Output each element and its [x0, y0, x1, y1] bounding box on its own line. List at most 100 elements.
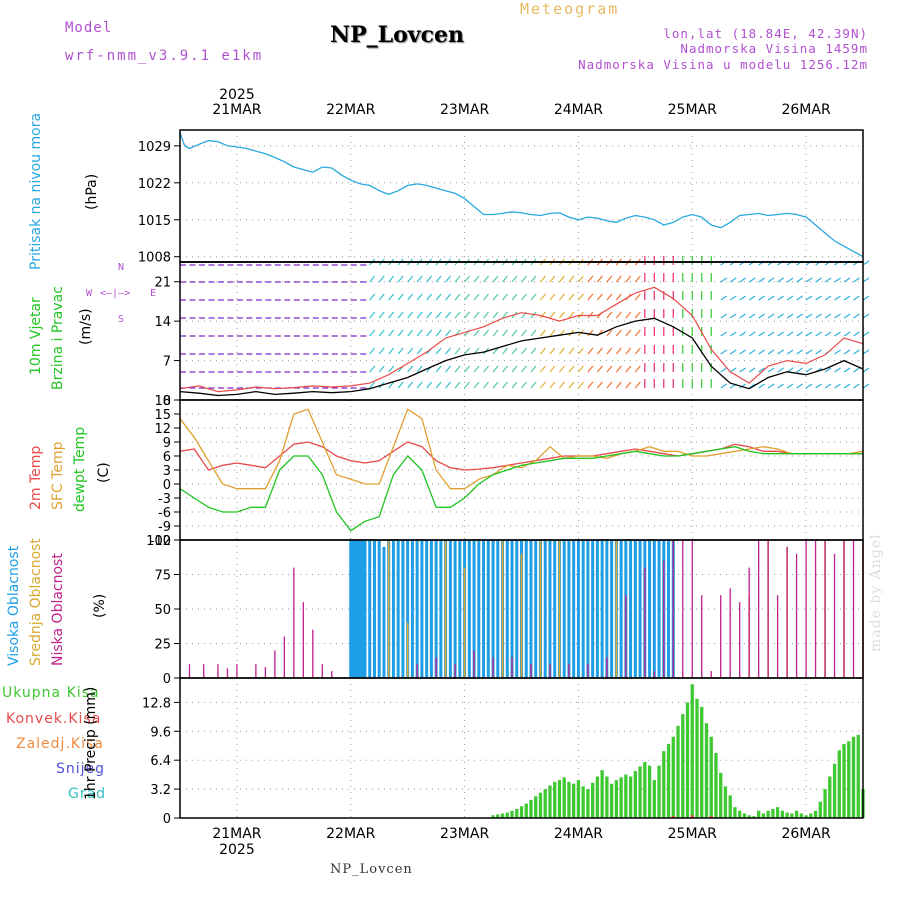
wind-arrow-549 [540, 381, 546, 389]
xtick-top-label-0: 21MAR [212, 102, 261, 118]
bar-3-0-36 [505, 540, 509, 678]
meteogram-label: Meteogram [520, 0, 620, 18]
wind-arrow-555 [596, 381, 603, 389]
wind-arrow-280 [758, 313, 765, 319]
bar-4-0-25 [609, 783, 614, 818]
wind-arrow-436 [853, 349, 860, 355]
bar-3-0-48 [562, 540, 566, 678]
wind-arrow-430 [796, 349, 803, 355]
bar-3-2-45 [824, 540, 826, 678]
wind-arrow-101 [445, 275, 452, 283]
wind-arrow-557 [615, 381, 622, 389]
ytick-label-2-2: -6 [158, 506, 171, 521]
ytick-label-1-0: 0 [163, 394, 171, 409]
bar-3-0-38 [515, 540, 519, 678]
wind-arrow-260 [568, 311, 575, 319]
wind-arrow-558 [625, 381, 632, 389]
bar-3-2-3 [226, 668, 229, 678]
bar-4-0-7 [524, 803, 528, 818]
bar-3-1-4 [444, 540, 447, 678]
bar-4-0-30 [633, 771, 637, 818]
bar-3-0-57 [605, 540, 609, 678]
wind-arrow-574 [777, 383, 784, 389]
bar-4-0-77 [856, 734, 860, 818]
wind-arrow-94 [378, 275, 385, 283]
bar-3-2-44 [814, 540, 817, 678]
bar-4-0-5 [515, 808, 519, 818]
wind-arrow-434 [834, 349, 841, 355]
wind-arrow-422 [720, 349, 728, 355]
precip-frz-legend: Zaledj.Kisa [16, 736, 104, 752]
wind-arrow-385 [369, 347, 376, 355]
bar-3-2-33 [710, 671, 712, 678]
wind-arrow-536 [416, 381, 423, 389]
wind-arrow-357 [796, 331, 803, 337]
wind-arrow-350 [729, 331, 737, 337]
wind-arrow-572 [758, 383, 765, 389]
bar-3-2-15 [435, 657, 437, 678]
series-line-1-1 [179, 286, 864, 393]
wind-arrow-240 [378, 311, 385, 319]
wind-arrow-466 [445, 365, 452, 373]
bar-4-0-75 [847, 741, 851, 818]
wind-arrow-388 [397, 347, 404, 355]
bar-4-0-35 [657, 765, 661, 818]
ytick-label-2-10: 18 [154, 394, 171, 409]
wind-arrow-313 [378, 329, 385, 337]
wind-arrow-426 [758, 349, 765, 355]
wind-arrow-413 [634, 347, 641, 355]
wind-arrow-112 [549, 275, 556, 283]
wind-arrow-335 [587, 329, 594, 337]
bar-4-0-71 [828, 776, 832, 818]
wind-arrow-328 [521, 329, 527, 337]
wind-arrow-97 [407, 275, 414, 283]
bar-3-2-46 [833, 553, 836, 678]
wind-arrow-428 [777, 349, 784, 355]
wind-arrow-553 [577, 381, 584, 389]
bar-3-2-17 [473, 650, 475, 678]
wind-arrow-356 [786, 331, 794, 337]
wind-arrow-314 [388, 329, 395, 337]
wind-arrow-329 [530, 329, 537, 337]
bar-4-0-65 [799, 813, 803, 818]
xtick-top-label-3: 24MAR [554, 102, 603, 118]
ytick-label-1-2: 14 [154, 315, 171, 330]
precip-total-legend: Ukupna Kisa [2, 685, 100, 701]
bar-4-0-57 [761, 813, 766, 818]
bar-4-0-48 [719, 772, 723, 818]
bar-4-0-72 [832, 763, 837, 818]
wind-arrow-578 [815, 383, 822, 389]
wind-arrow-543 [483, 381, 490, 389]
precip-hail-legend: Grad [68, 786, 107, 802]
bar-3-0-20 [429, 540, 433, 678]
wind-arrow-552 [568, 381, 575, 389]
wind-arrow-211 [796, 295, 803, 301]
bar-3-0-70 [667, 540, 671, 678]
bar-3-2-7 [274, 650, 276, 678]
ytick-label-3-1: 25 [154, 638, 171, 653]
bar-3-2-36 [739, 602, 741, 678]
wind-arrow-93 [369, 275, 376, 283]
wind-arrow-171 [416, 293, 423, 301]
bar-3-0-60 [619, 540, 623, 678]
bar-3-2-43 [805, 540, 807, 678]
bar-3-2-10 [302, 602, 304, 678]
panel-frame-1 [179, 261, 864, 401]
bar-3-0-2 [353, 540, 357, 678]
bar-3-2-11 [312, 629, 314, 678]
wind-arrow-507 [834, 367, 841, 373]
wind-arrow-548 [530, 381, 537, 389]
wind-arrow-583 [862, 383, 870, 389]
wind-arrow-351 [739, 331, 747, 337]
x-top-year: 2025 [219, 87, 255, 103]
bar-3-0-28 [467, 540, 471, 678]
wind-arrow-510 [862, 367, 870, 373]
wind-arrow-475 [530, 365, 537, 373]
wind-arrow-404 [549, 347, 556, 355]
bar-4-0-10 [538, 792, 543, 818]
ytick-label-1-1: 7 [163, 355, 171, 370]
wind-arrow-577 [805, 383, 813, 389]
wind-arrow-395 [464, 347, 471, 355]
wind-arrow-133 [748, 277, 756, 283]
bar-4-0-63 [790, 813, 794, 818]
